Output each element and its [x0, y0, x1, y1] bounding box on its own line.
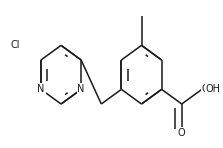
- Text: OH: OH: [205, 84, 220, 94]
- Text: O: O: [178, 128, 186, 138]
- Text: Cl: Cl: [10, 40, 20, 50]
- Text: N: N: [37, 84, 45, 94]
- Text: N: N: [77, 84, 85, 94]
- Text: O: O: [178, 128, 186, 138]
- Text: N: N: [77, 84, 85, 94]
- Text: N: N: [37, 84, 45, 94]
- Text: Cl: Cl: [10, 40, 20, 50]
- Text: OH: OH: [202, 84, 217, 94]
